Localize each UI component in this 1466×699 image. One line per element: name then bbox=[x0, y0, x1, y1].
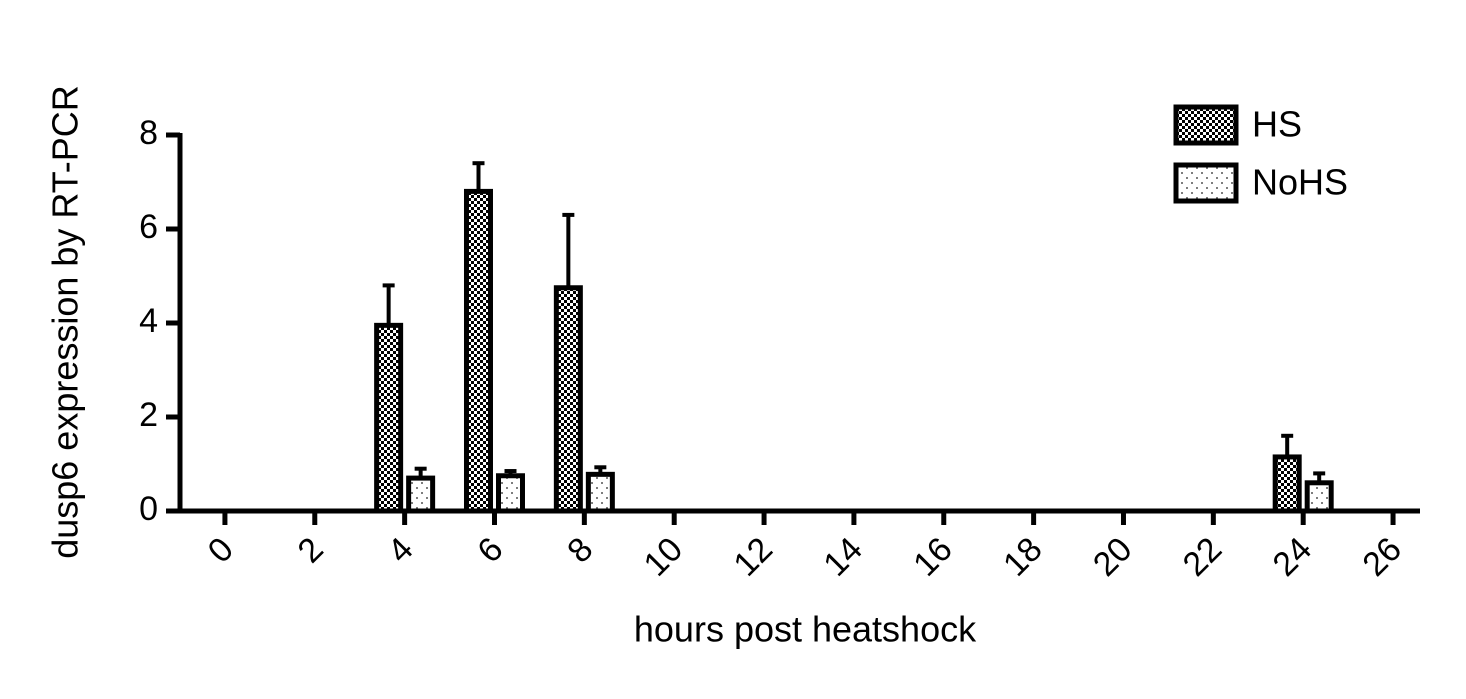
bar bbox=[1272, 454, 1302, 514]
legend-label: NoHS bbox=[1252, 162, 1348, 203]
bar bbox=[463, 188, 493, 514]
legend-label: HS bbox=[1252, 104, 1302, 145]
legend-swatch bbox=[1173, 104, 1239, 146]
x-axis-label: hours post heatshock bbox=[634, 609, 977, 650]
bar bbox=[406, 475, 436, 514]
y-tick-label: 2 bbox=[139, 396, 158, 434]
x-tick-label: 8 bbox=[560, 530, 600, 570]
bar bbox=[495, 473, 525, 514]
x-tick-label: 16 bbox=[906, 530, 960, 584]
bar bbox=[553, 285, 583, 514]
x-tick-label: 10 bbox=[637, 530, 691, 584]
x-tick-label: 22 bbox=[1176, 530, 1230, 584]
x-tick-label: 26 bbox=[1355, 530, 1409, 584]
y-tick-label: 4 bbox=[139, 302, 158, 340]
bar bbox=[585, 471, 615, 514]
x-tick-label: 24 bbox=[1266, 530, 1320, 584]
y-axis-label: dusp6 expression by RT-PCR bbox=[45, 85, 86, 559]
y-tick-label: 0 bbox=[139, 490, 158, 528]
x-tick-label: 6 bbox=[470, 530, 510, 570]
x-tick-label: 18 bbox=[996, 530, 1050, 584]
x-tick-label: 0 bbox=[201, 530, 241, 570]
x-tick-label: 14 bbox=[816, 530, 870, 584]
bar bbox=[374, 322, 404, 514]
bar bbox=[1304, 480, 1334, 514]
y-tick-label: 6 bbox=[139, 208, 158, 246]
x-tick-label: 4 bbox=[380, 530, 420, 570]
x-tick-label: 20 bbox=[1086, 530, 1140, 584]
x-tick-label: 2 bbox=[291, 530, 331, 570]
x-tick-label: 12 bbox=[726, 530, 780, 584]
legend-swatch bbox=[1173, 162, 1239, 204]
y-tick-label: 8 bbox=[139, 114, 158, 152]
